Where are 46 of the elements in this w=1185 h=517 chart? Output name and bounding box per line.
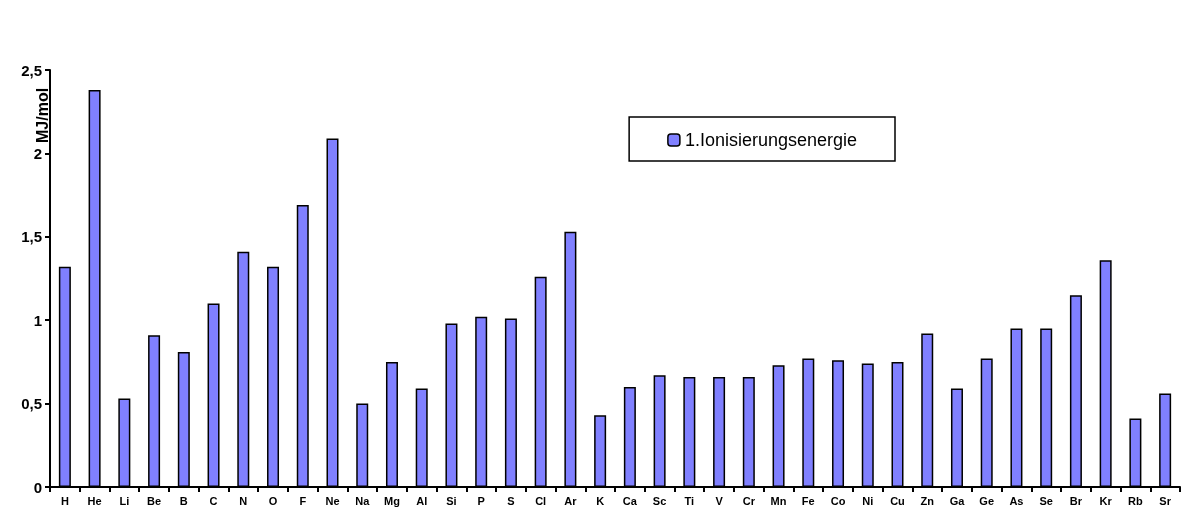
x-tick-label: Kr: [1099, 494, 1113, 507]
x-tick-label: Be: [147, 494, 162, 507]
x-tick-label: Ni: [862, 494, 874, 507]
y-tick-label: 2: [33, 144, 42, 162]
x-tick-label: Mn: [770, 494, 787, 507]
y-tick-label: 1: [33, 311, 42, 329]
x-tick-label: S: [507, 494, 515, 507]
legend-label: 1.Ionisierungsenergie: [684, 130, 858, 150]
x-tick-label: B: [179, 494, 188, 507]
x-tick-label: Zn: [920, 494, 935, 507]
x-tick-label: Ar: [564, 494, 578, 507]
x-tick-label: Ne: [325, 494, 340, 507]
x-tick-label: Mg: [384, 494, 400, 507]
x-tick-label: Ge: [979, 494, 995, 507]
x-tick-label: V: [715, 494, 724, 507]
y-tick-label: 2,5: [21, 61, 42, 79]
x-tick-label: Al: [416, 494, 428, 507]
x-tick-label: Cu: [890, 494, 905, 507]
x-tick-label: P: [477, 494, 485, 507]
x-tick-label: K: [596, 494, 605, 507]
y-axis-title: MJ/mol: [33, 87, 51, 144]
x-tick-label: Sr: [1159, 494, 1172, 507]
x-tick-label: Ti: [684, 494, 695, 507]
x-tick-label: Rb: [1128, 494, 1143, 507]
x-tick-label: Ca: [622, 494, 638, 507]
x-tick-label: He: [87, 494, 102, 507]
x-tick-label: Fe: [801, 494, 815, 507]
x-tick-label: As: [1009, 494, 1024, 507]
x-tick-label: Cl: [535, 494, 547, 507]
y-tick-label: 0: [33, 478, 42, 496]
x-tick-label: Si: [446, 494, 457, 507]
x-tick-label: Ga: [949, 494, 966, 507]
x-tick-label: H: [60, 494, 69, 507]
y-tick-label: 0,5: [21, 395, 42, 413]
x-tick-label: Se: [1039, 494, 1053, 507]
x-tick-label: F: [299, 494, 307, 507]
x-tick-label: Na: [355, 494, 371, 507]
x-tick-label: Br: [1069, 494, 1083, 507]
x-tick-label: C: [209, 494, 218, 507]
y-tick-label: 1,5: [21, 228, 42, 246]
x-tick-label: Li: [119, 494, 130, 507]
x-tick-label: Co: [830, 494, 846, 507]
x-tick-label: Sc: [652, 494, 667, 507]
x-tick-label: Cr: [742, 494, 756, 507]
x-tick-label: N: [239, 494, 248, 507]
x-tick-label: O: [268, 494, 278, 507]
